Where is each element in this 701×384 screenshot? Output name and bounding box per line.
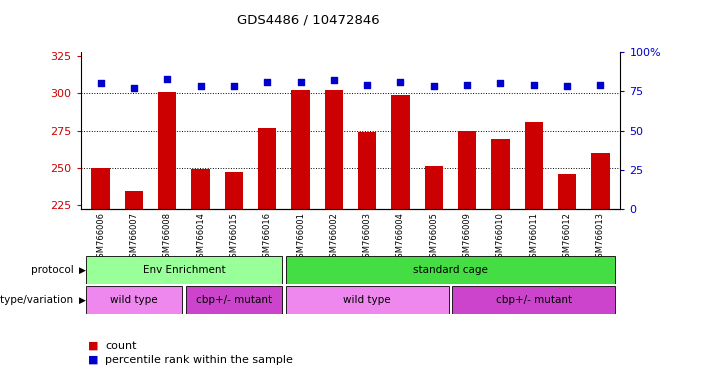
Text: cbp+/- mutant: cbp+/- mutant [496, 295, 572, 305]
Text: cbp+/- mutant: cbp+/- mutant [196, 295, 272, 305]
Bar [358, 132, 376, 209]
Point [594, 82, 606, 88]
Text: wild type: wild type [343, 295, 391, 305]
Bar [158, 92, 177, 209]
Point [461, 82, 472, 88]
Text: ■: ■ [88, 341, 98, 351]
Bar [86, 256, 283, 284]
Point [328, 77, 339, 83]
Text: wild type: wild type [110, 295, 158, 305]
Text: percentile rank within the sample: percentile rank within the sample [105, 355, 293, 365]
Point [229, 83, 240, 89]
Bar [86, 286, 182, 314]
Bar [125, 192, 143, 209]
Bar [225, 172, 243, 209]
Bar [325, 91, 343, 209]
Point [562, 83, 573, 89]
Text: ▶: ▶ [79, 296, 86, 305]
Bar [524, 122, 543, 209]
Point [195, 83, 206, 89]
Point [495, 80, 506, 86]
Bar [458, 131, 476, 209]
Bar [285, 256, 615, 284]
Text: genotype/variation: genotype/variation [0, 295, 74, 305]
Point [162, 76, 173, 82]
Point [428, 83, 440, 89]
Bar [591, 153, 610, 209]
Point [261, 79, 273, 85]
Text: Env Enrichment: Env Enrichment [142, 265, 225, 275]
Bar [391, 95, 409, 209]
Bar [452, 286, 615, 314]
Bar [285, 286, 449, 314]
Bar [425, 166, 443, 209]
Bar [258, 127, 276, 209]
Point [395, 79, 406, 85]
Point [528, 82, 539, 88]
Bar [558, 174, 576, 209]
Bar [292, 91, 310, 209]
Text: protocol: protocol [31, 265, 74, 275]
Text: count: count [105, 341, 137, 351]
Point [362, 82, 373, 88]
Text: ▶: ▶ [79, 265, 86, 275]
Bar [186, 286, 283, 314]
Bar [91, 168, 110, 209]
Text: ■: ■ [88, 355, 98, 365]
Point [128, 85, 139, 91]
Text: standard cage: standard cage [413, 265, 488, 275]
Bar [491, 139, 510, 209]
Point [295, 79, 306, 85]
Bar [191, 169, 210, 209]
Point [95, 80, 107, 86]
Text: GDS4486 / 10472846: GDS4486 / 10472846 [237, 13, 380, 26]
